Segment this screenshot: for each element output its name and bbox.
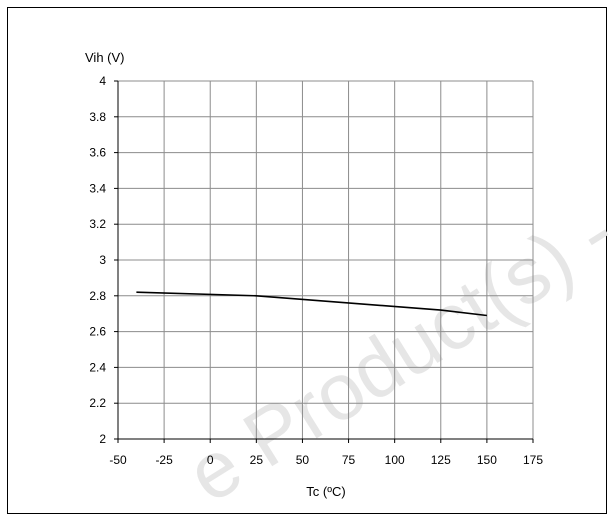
x-tick-label: 25 bbox=[250, 453, 264, 467]
x-tick-label: -50 bbox=[109, 453, 127, 467]
tick-labels: -50 -25 0 25 50 75 100 125 150 175 2 2.2 2.4 2.6 2.8 3 3… bbox=[89, 74, 543, 467]
x-tick-label: 50 bbox=[296, 453, 310, 467]
x-tick-label: 125 bbox=[431, 453, 451, 467]
y-axis-label: Vih (V) bbox=[85, 50, 125, 65]
grid bbox=[118, 80, 534, 439]
y-tick-label: 2 bbox=[99, 432, 106, 446]
series-line bbox=[136, 291, 487, 317]
y-tick-label: 3 bbox=[99, 253, 106, 267]
y-tick-label: 2.2 bbox=[89, 396, 106, 410]
y-tick-label: 4 bbox=[99, 74, 106, 88]
x-tick-label: 175 bbox=[523, 453, 543, 467]
x-axis-label: Tc (ºC) bbox=[306, 484, 345, 499]
series-layer bbox=[136, 291, 487, 317]
x-tick-label: 100 bbox=[385, 453, 405, 467]
x-tick-label: -25 bbox=[155, 453, 173, 467]
x-tick-label: 0 bbox=[207, 453, 214, 467]
y-tick-label: 2.8 bbox=[89, 289, 106, 303]
y-tick-label: 3.8 bbox=[89, 110, 106, 124]
y-tick-label: 3.4 bbox=[89, 181, 106, 195]
x-tick-label: 75 bbox=[342, 453, 356, 467]
y-tick-label: 3.6 bbox=[89, 146, 106, 160]
y-tick-label: 2.6 bbox=[89, 325, 106, 339]
x-tick-label: 150 bbox=[477, 453, 497, 467]
y-tick-label: 3.2 bbox=[89, 217, 106, 231]
y-tick-label: 2.4 bbox=[89, 360, 106, 374]
axes bbox=[114, 80, 534, 443]
